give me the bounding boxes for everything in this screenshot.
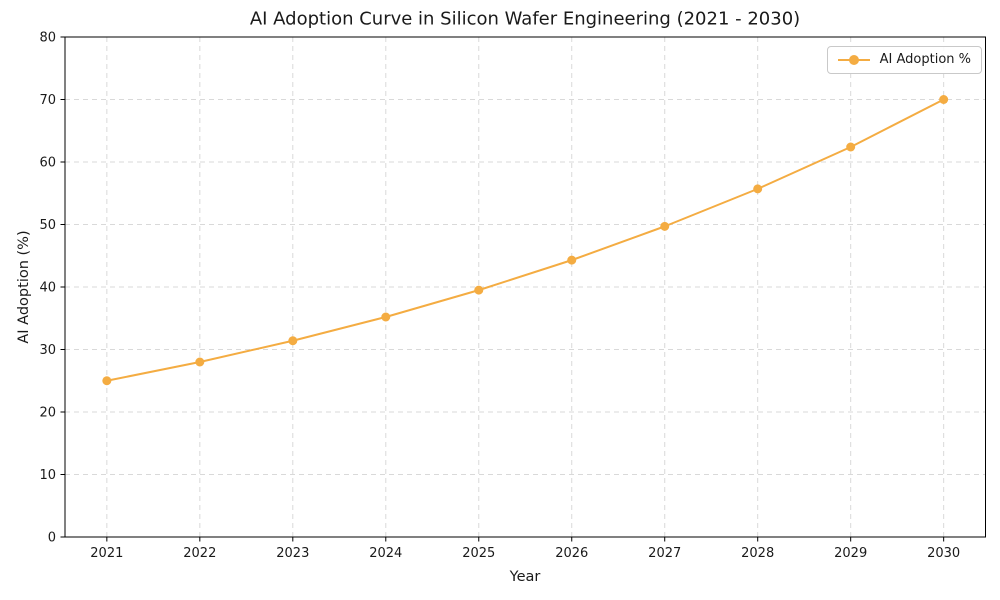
ticks-group	[60, 36, 945, 542]
y-tick-label: 80	[39, 31, 56, 46]
data-point-2027	[660, 221, 670, 231]
data-point-2030	[939, 95, 949, 104]
x-tick-label: 2030	[927, 546, 960, 561]
x-tick-label: 2029	[834, 546, 867, 561]
y-tick-label: 60	[39, 156, 56, 171]
x-tick-label: 2028	[741, 546, 774, 561]
x-tick-label: 2024	[369, 546, 402, 561]
y-tick-label: 50	[39, 218, 56, 233]
y-tick-label: 20	[39, 406, 56, 421]
x-axis-label: Year	[509, 569, 541, 585]
legend: AI Adoption %	[826, 46, 982, 75]
series-line	[105, 98, 945, 382]
legend-label: AI Adoption %	[879, 52, 971, 67]
data-point-2026	[567, 255, 577, 265]
x-tick-label: 2023	[276, 546, 309, 561]
gridlines-group	[65, 36, 986, 538]
x-tick-label: 2027	[648, 546, 681, 561]
data-point-2021	[102, 376, 112, 386]
legend-swatch	[837, 55, 870, 66]
data-point-2022	[195, 357, 205, 367]
legend-swatch-marker	[848, 55, 859, 66]
chart-title: AI Adoption Curve in Silicon Wafer Engin…	[249, 8, 801, 30]
x-tick-label: 2021	[90, 546, 123, 561]
data-point-2028	[753, 184, 763, 194]
y-tick-label: 0	[48, 531, 56, 546]
y-tick-label: 30	[39, 343, 56, 358]
y-tick-label: 70	[39, 93, 56, 108]
y-axis-label: AI Adoption (%)	[16, 230, 32, 344]
data-point-2024	[381, 312, 391, 322]
x-tick-label: 2025	[462, 546, 495, 561]
x-tick-label: 2026	[555, 546, 588, 561]
x-tick-label: 2022	[183, 546, 216, 561]
y-tick-label: 10	[39, 468, 56, 483]
tick-labels-group: 2021 2022 2023 2024 2025 2026 2027 2028 2029 2030…	[39, 31, 960, 562]
data-point-2025	[474, 285, 484, 295]
y-tick-label: 40	[39, 281, 56, 296]
data-point-2029	[846, 142, 856, 152]
data-point-2023	[288, 336, 298, 346]
series-group	[102, 95, 949, 386]
